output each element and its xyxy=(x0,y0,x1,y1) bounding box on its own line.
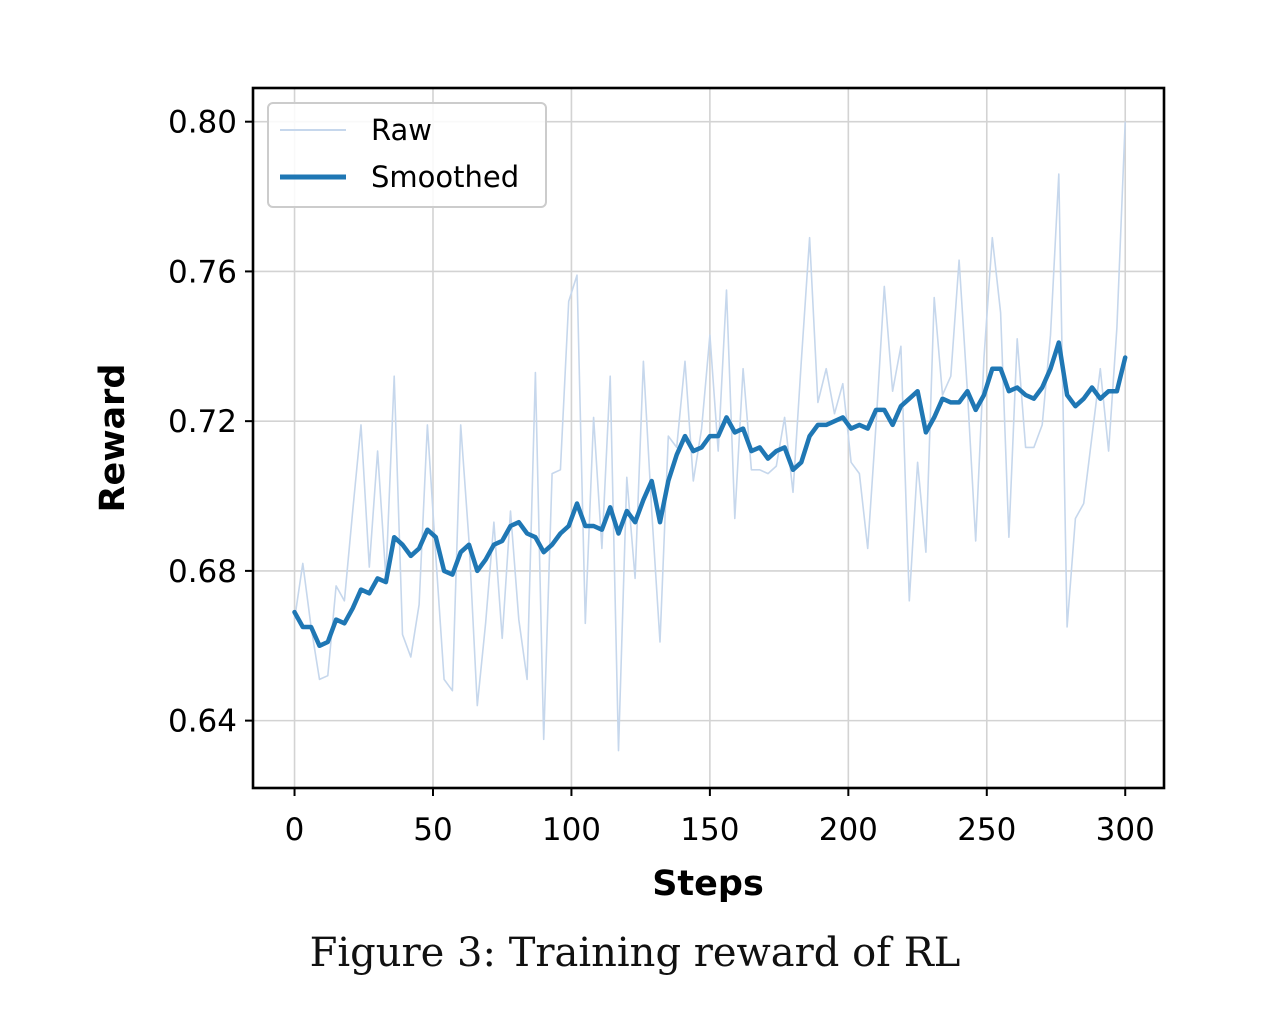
y-tick-label: 0.68 xyxy=(168,554,237,590)
y-tick-label: 0.80 xyxy=(168,105,237,141)
x-tick-label: 300 xyxy=(1096,812,1155,848)
x-tick-label: 200 xyxy=(819,812,878,848)
x-tick-label: 0 xyxy=(285,812,305,848)
y-tick-label: 0.76 xyxy=(168,254,237,290)
y-tick-label: 0.64 xyxy=(168,704,237,740)
legend: Raw Smoothed xyxy=(267,102,547,208)
axis-ticks: 0 50 100 150 200 250 300 0.64 0.68 0.72 0.76 0.80 xyxy=(168,105,1155,848)
x-tick-label: 250 xyxy=(957,812,1016,848)
legend-raw-label: Raw xyxy=(371,113,432,147)
x-axis-label: Steps xyxy=(652,864,764,904)
smoothed-series xyxy=(292,340,1128,649)
x-tick-label: 100 xyxy=(542,812,601,848)
smoothed-line xyxy=(292,340,1128,649)
raw-line xyxy=(293,121,1126,752)
training-reward-chart: 0 50 100 150 200 250 300 0.64 0.68 0.72 0.76 0.80 S… xyxy=(93,86,1166,904)
legend-smoothed-label: Smoothed xyxy=(371,160,519,194)
y-axis-label: Reward xyxy=(93,364,133,513)
raw-series xyxy=(293,121,1126,752)
y-tick-label: 0.72 xyxy=(168,404,237,440)
figure-caption: Figure 3: Training reward of RL xyxy=(309,930,961,976)
x-tick-label: 150 xyxy=(680,812,739,848)
x-tick-label: 50 xyxy=(413,812,452,848)
plot-frame xyxy=(251,86,1166,790)
